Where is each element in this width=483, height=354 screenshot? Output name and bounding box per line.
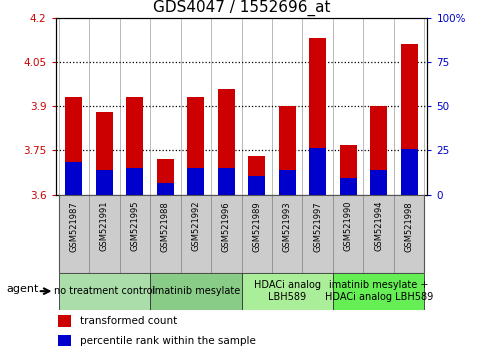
Bar — [363, 195, 394, 273]
Bar — [340, 178, 356, 195]
Bar — [394, 195, 425, 273]
Bar — [181, 195, 211, 273]
Bar — [150, 273, 242, 310]
Text: GSM521989: GSM521989 — [252, 201, 261, 252]
Text: GSM521991: GSM521991 — [100, 201, 109, 251]
Bar — [242, 195, 272, 273]
Bar — [370, 170, 387, 195]
Text: percentile rank within the sample: percentile rank within the sample — [80, 336, 256, 346]
Bar — [96, 112, 113, 195]
Bar — [248, 156, 265, 195]
Text: transformed count: transformed count — [80, 316, 177, 326]
Bar — [340, 144, 356, 195]
Bar — [66, 97, 82, 195]
Bar — [157, 159, 174, 195]
Bar — [279, 106, 296, 195]
Bar — [401, 149, 417, 195]
Text: GSM521998: GSM521998 — [405, 201, 413, 252]
Text: GSM521996: GSM521996 — [222, 201, 231, 252]
Bar — [370, 106, 387, 195]
Bar — [157, 183, 174, 195]
Bar — [127, 97, 143, 195]
Bar — [58, 315, 71, 327]
Bar — [96, 170, 113, 195]
Text: imatinib mesylate: imatinib mesylate — [152, 286, 240, 296]
Text: HDACi analog
LBH589: HDACi analog LBH589 — [254, 280, 321, 302]
Text: GSM521988: GSM521988 — [161, 201, 170, 252]
Bar — [333, 273, 425, 310]
Text: imatinib mesylate +
HDACi analog LBH589: imatinib mesylate + HDACi analog LBH589 — [325, 280, 433, 302]
Bar — [309, 38, 326, 195]
Bar — [309, 148, 326, 195]
Bar — [58, 195, 89, 273]
Bar — [58, 273, 150, 310]
Bar — [279, 170, 296, 195]
Bar — [401, 44, 417, 195]
Bar — [272, 195, 302, 273]
Text: GSM521997: GSM521997 — [313, 201, 322, 252]
Text: GSM521992: GSM521992 — [191, 201, 200, 251]
Text: GSM521994: GSM521994 — [374, 201, 383, 251]
Bar — [150, 195, 181, 273]
Bar — [187, 97, 204, 195]
Bar — [211, 195, 242, 273]
Bar — [89, 195, 120, 273]
Bar — [302, 195, 333, 273]
Bar — [127, 168, 143, 195]
Bar — [120, 195, 150, 273]
Bar — [58, 335, 71, 346]
Bar — [248, 176, 265, 195]
Text: GSM521993: GSM521993 — [283, 201, 292, 252]
Title: GDS4047 / 1552696_at: GDS4047 / 1552696_at — [153, 0, 330, 16]
Text: no treatment control: no treatment control — [54, 286, 155, 296]
Text: GSM521987: GSM521987 — [70, 201, 78, 252]
Text: GSM521990: GSM521990 — [344, 201, 353, 251]
Bar — [187, 168, 204, 195]
Bar — [66, 162, 82, 195]
Bar — [218, 88, 235, 195]
Text: GSM521995: GSM521995 — [130, 201, 139, 251]
Text: agent: agent — [7, 284, 39, 294]
Bar — [333, 195, 363, 273]
Bar — [242, 273, 333, 310]
Bar — [218, 168, 235, 195]
